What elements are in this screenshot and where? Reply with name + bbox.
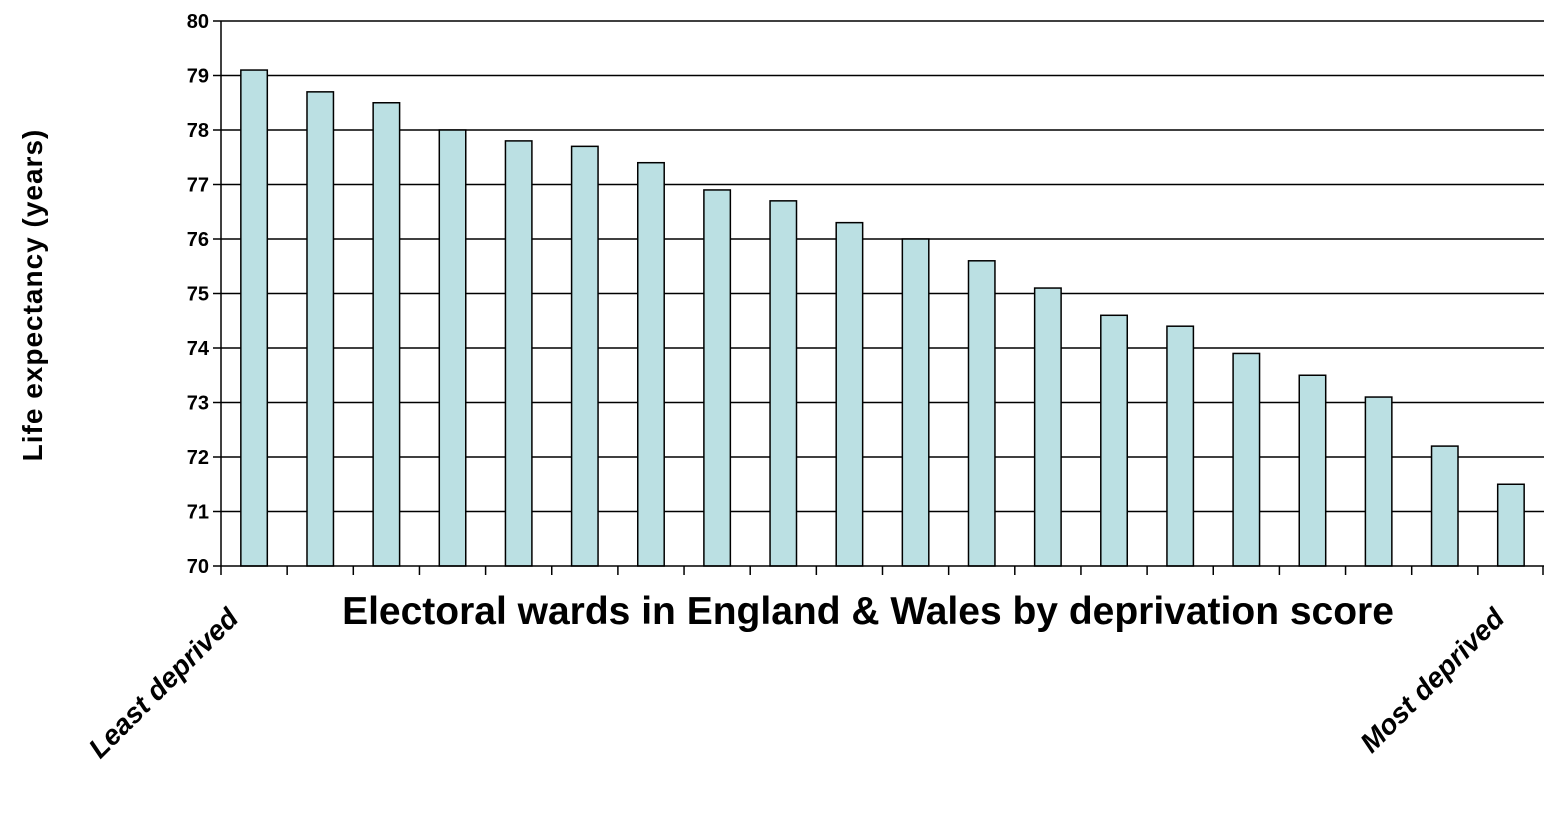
bar-7 bbox=[636, 161, 665, 567]
y-tick-labels: 70 71 72 73 74 75 76 77 78 79 80 bbox=[187, 11, 210, 578]
y-tick-label-76: 76 bbox=[187, 229, 209, 251]
y-tick-label-79: 79 bbox=[187, 66, 209, 88]
x-axis-label: Electoral wards in England & Wales by de… bbox=[342, 590, 1394, 633]
y-tick-label-78: 78 bbox=[187, 120, 209, 142]
bar-18 bbox=[1364, 396, 1393, 567]
bar-3 bbox=[372, 102, 401, 567]
axes bbox=[213, 20, 1544, 575]
bar-13 bbox=[1033, 287, 1062, 567]
bar-15 bbox=[1166, 325, 1195, 567]
bar-2 bbox=[306, 91, 335, 567]
bar-4 bbox=[438, 129, 467, 567]
bar-17 bbox=[1298, 374, 1327, 567]
y-tick-label-77: 77 bbox=[187, 175, 209, 197]
y-tick-label-71: 71 bbox=[187, 502, 209, 524]
bar-8 bbox=[703, 189, 732, 567]
y-tick-label-75: 75 bbox=[187, 284, 209, 306]
bar-19 bbox=[1430, 445, 1459, 567]
y-tick-label-74: 74 bbox=[187, 338, 210, 360]
bar-11 bbox=[901, 238, 930, 567]
bar-12 bbox=[967, 260, 996, 567]
y-axis-label: Life expectancy (years) bbox=[17, 129, 48, 462]
bar-1 bbox=[240, 69, 269, 567]
y-tick-label-72: 72 bbox=[187, 447, 209, 469]
bar-16 bbox=[1232, 352, 1261, 567]
bar-20 bbox=[1496, 483, 1525, 567]
y-tick-label-80: 80 bbox=[187, 11, 209, 33]
y-tick-label-73: 73 bbox=[187, 393, 209, 415]
gridlines bbox=[221, 20, 1544, 513]
bar-5 bbox=[504, 140, 533, 567]
bar-9 bbox=[769, 200, 798, 567]
least-deprived-label: Least deprived bbox=[83, 602, 245, 764]
y-tick-label-70: 70 bbox=[187, 556, 209, 578]
bar-14 bbox=[1100, 314, 1129, 567]
bar-6 bbox=[570, 145, 599, 567]
bars bbox=[240, 69, 1525, 567]
bar-10 bbox=[835, 221, 864, 567]
